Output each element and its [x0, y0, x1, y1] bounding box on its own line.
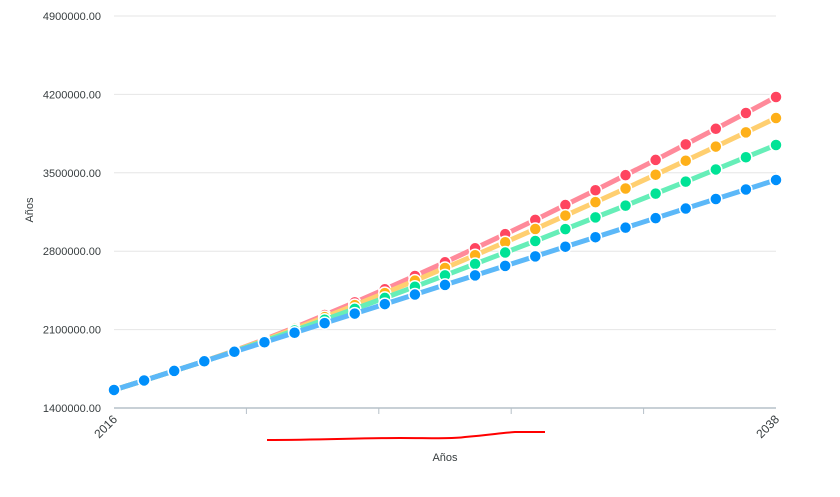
data-point: [739, 182, 753, 197]
data-point: [287, 325, 302, 340]
data-point: [528, 249, 543, 264]
data-point: [588, 210, 603, 225]
series-3: [107, 173, 783, 397]
data-point: [408, 287, 422, 302]
red-annotation-stroke: [266, 431, 545, 441]
y-tick-label: 4200000.00: [43, 89, 101, 101]
gridlines: [114, 15, 776, 331]
data-point: [618, 220, 633, 235]
series-group: [107, 90, 783, 397]
data-point: [648, 186, 663, 201]
data-point: [769, 173, 783, 187]
data-point: [468, 268, 482, 283]
data-point: [618, 198, 633, 213]
data-point: [739, 125, 753, 140]
data-point: [678, 153, 693, 168]
data-point: [107, 383, 121, 397]
x-axis: 2016 2038: [91, 408, 782, 441]
y-tick-label: 4900000.00: [43, 11, 101, 23]
data-point: [769, 111, 783, 125]
data-point: [709, 139, 723, 154]
data-point: [709, 192, 723, 206]
data-point: [197, 354, 212, 369]
x-tick-label: 2038: [753, 412, 782, 441]
data-point: [709, 162, 723, 177]
data-point: [498, 245, 512, 260]
x-axis-title: Años: [432, 452, 458, 464]
series-0: [107, 90, 783, 397]
data-point: [438, 278, 452, 292]
data-point: [257, 335, 272, 350]
data-point: [648, 153, 663, 167]
y-tick-label: 1400000.00: [43, 403, 101, 415]
data-point: [648, 211, 663, 225]
data-point: [678, 201, 693, 216]
data-point: [588, 230, 603, 244]
data-point: [618, 181, 633, 196]
data-point: [378, 297, 392, 311]
data-point: [558, 222, 573, 236]
data-point: [558, 239, 573, 254]
series-line: [113, 94, 778, 393]
data-point: [739, 150, 753, 164]
data-point: [588, 183, 603, 198]
y-tick-label: 2800000.00: [43, 246, 101, 258]
data-point: [528, 234, 543, 248]
series-line: [113, 115, 778, 393]
data-point: [528, 222, 543, 236]
data-point: [468, 257, 482, 271]
data-point: [678, 137, 693, 152]
data-point: [739, 106, 753, 120]
data-point: [347, 306, 362, 321]
data-point: [769, 138, 783, 152]
data-point: [618, 168, 633, 182]
data-point: [769, 90, 783, 104]
y-tick-label: 2100000.00: [43, 325, 101, 337]
series-1: [107, 111, 783, 397]
data-point: [588, 195, 603, 209]
data-point: [137, 373, 151, 388]
data-point: [317, 316, 332, 330]
data-point: [227, 345, 242, 359]
y-axis-title: Años: [24, 197, 36, 223]
data-point: [709, 122, 723, 136]
x-tick-label: 2016: [91, 412, 120, 441]
data-point: [167, 364, 181, 378]
y-axis: 1400000.00 2100000.00 2800000.00 3500000.00…: [43, 11, 101, 415]
data-point: [498, 259, 512, 273]
data-point: [648, 167, 663, 182]
data-point: [558, 208, 573, 223]
data-point: [678, 174, 693, 189]
y-tick-label: 3500000.00: [43, 168, 101, 180]
